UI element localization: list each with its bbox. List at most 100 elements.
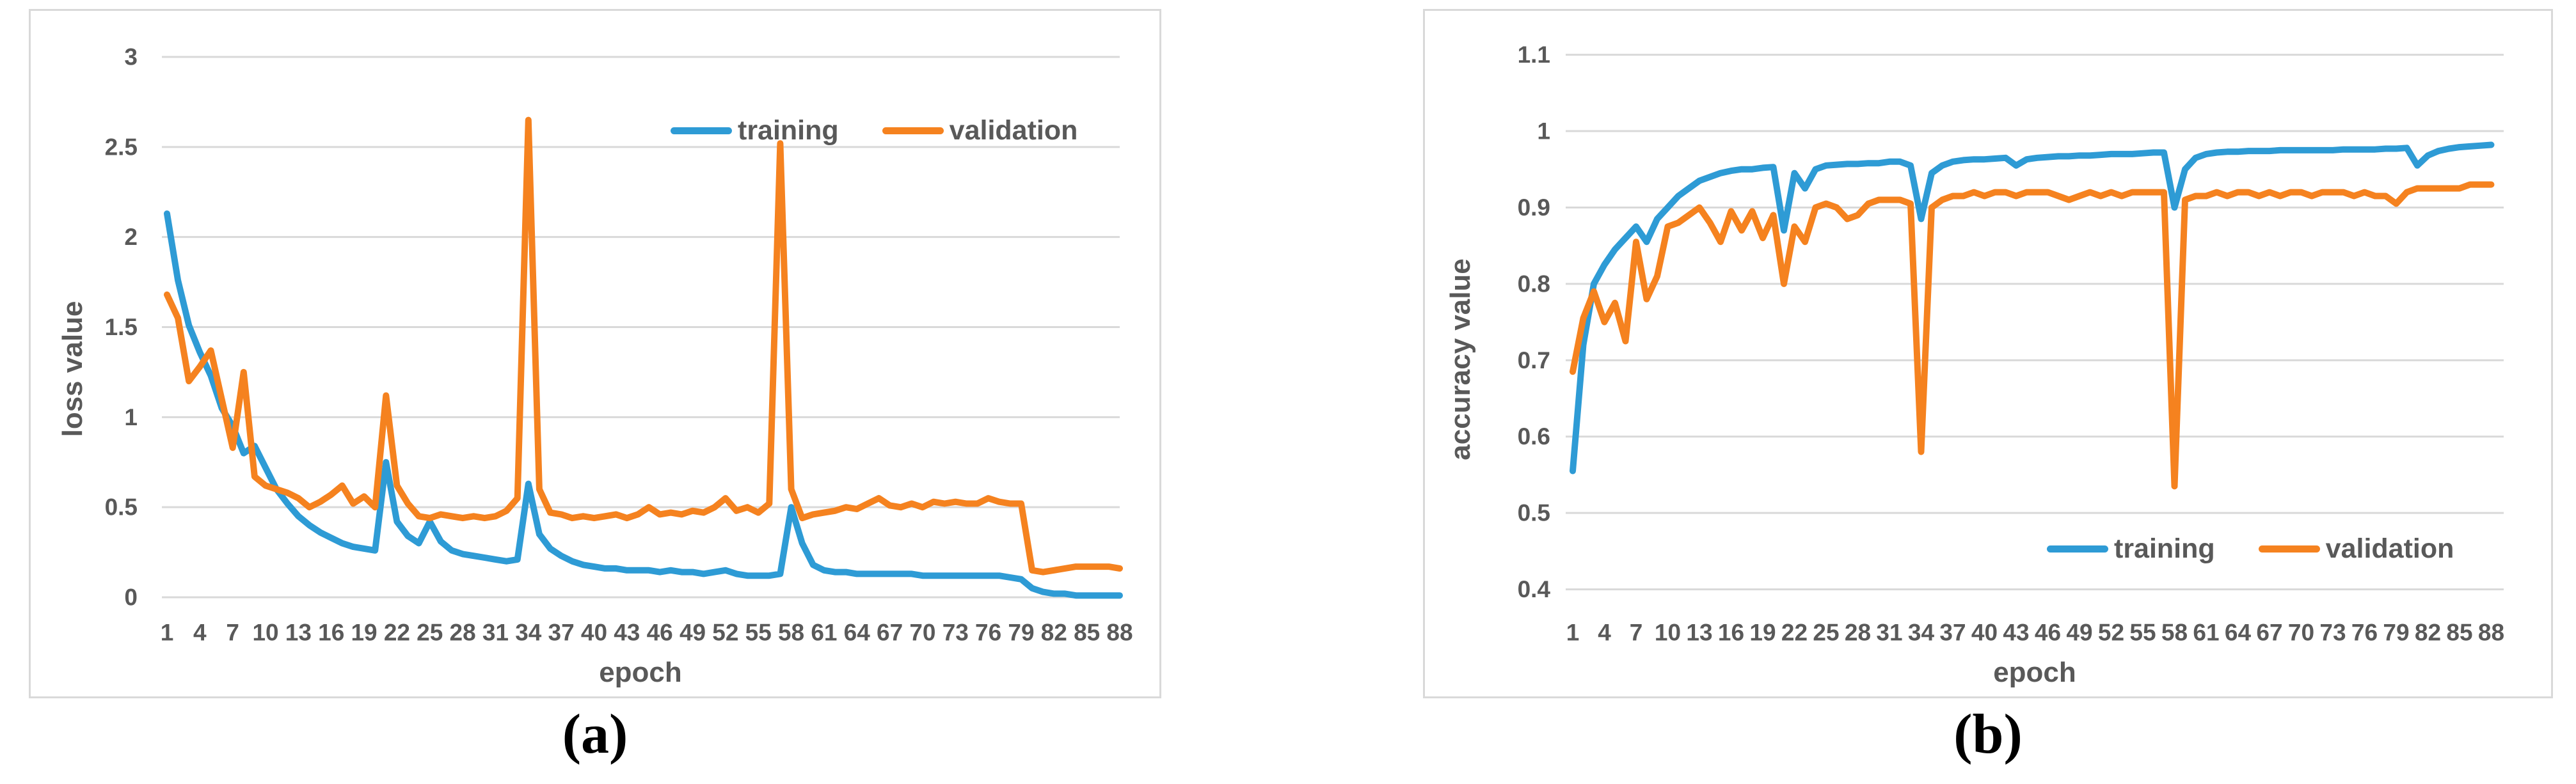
accuracy-y-axis-title: accuracy value <box>1445 258 1476 460</box>
x-tick-label: 13 <box>285 620 312 646</box>
x-tick-label: 76 <box>2351 620 2378 646</box>
x-tick-label: 25 <box>417 620 443 646</box>
x-tick-label: 1 <box>161 620 174 646</box>
x-tick-label: 61 <box>2193 620 2219 646</box>
x-tick-label: 70 <box>2288 620 2314 646</box>
x-tick-label: 16 <box>1718 620 1744 646</box>
accuracy-chart-plot: 1.110.90.80.70.60.50.41 4 7 10 13 16 19 22 25 28 3… <box>1518 42 2505 646</box>
x-tick-label: 82 <box>2415 620 2441 646</box>
x-tick-label: 4 <box>1598 620 1611 646</box>
x-tick-label: 73 <box>942 620 969 646</box>
legend-label-training: training <box>738 115 839 146</box>
y-tick-label: 0.8 <box>1518 270 1550 297</box>
validation-line-swatch <box>2258 545 2320 553</box>
training-line-swatch <box>2047 545 2108 553</box>
x-tick-label: 28 <box>1845 620 1871 646</box>
x-tick-label: 64 <box>844 620 871 646</box>
y-tick-label: 1 <box>124 404 138 430</box>
y-tick-label: 0.4 <box>1518 576 1551 602</box>
subfigure-caption-b: (b) <box>1953 703 2023 765</box>
legend-label-validation: validation <box>2325 533 2454 564</box>
validation-series-line <box>1570 181 2495 490</box>
x-tick-label: 73 <box>2319 620 2346 646</box>
x-tick-label: 58 <box>2161 620 2188 646</box>
x-tick-label: 61 <box>811 620 837 646</box>
x-tick-label: 40 <box>581 620 607 646</box>
legend-item-training: training <box>2047 535 2215 563</box>
x-tick-label: 55 <box>2129 620 2156 646</box>
x-tick-label: 64 <box>2225 620 2252 646</box>
x-tick-label: 49 <box>2066 620 2092 646</box>
y-tick-label: 2.5 <box>105 134 138 160</box>
x-tick-label: 88 <box>1106 620 1133 646</box>
x-tick-label: 13 <box>1686 620 1712 646</box>
x-tick-label: 79 <box>2383 620 2409 646</box>
x-tick-label: 1 <box>1566 620 1580 646</box>
x-tick-label: 46 <box>647 620 673 646</box>
x-tick-label: 7 <box>1630 620 1643 646</box>
y-tick-label: 1 <box>1537 118 1550 145</box>
y-tick-label: 2 <box>124 224 138 250</box>
x-tick-label: 37 <box>1939 620 1966 646</box>
loss-chart-panel: 3 2.5 2 1.5 1 0.5 0 1 4 7 10 13 16 19 22 25 28 31 34 37 40 43… <box>29 9 1161 698</box>
training-series-line <box>1570 141 2495 474</box>
x-tick-label: 28 <box>450 620 476 646</box>
loss-chart-legend: training validation <box>671 117 1077 145</box>
training-line-swatch <box>671 127 732 134</box>
x-tick-label: 88 <box>2478 620 2504 646</box>
y-tick-label: 3 <box>124 44 138 70</box>
loss-x-axis-title: epoch <box>599 657 682 688</box>
subfigure-caption-a: (a) <box>562 703 628 765</box>
x-tick-label: 10 <box>252 620 278 646</box>
y-tick-label: 0 <box>124 584 138 611</box>
x-tick-label: 70 <box>909 620 935 646</box>
x-tick-label: 67 <box>877 620 903 646</box>
x-tick-label: 55 <box>745 620 772 646</box>
validation-series-line <box>164 116 1123 576</box>
validation-line-swatch <box>882 127 944 134</box>
y-tick-label: 0.5 <box>1518 500 1550 526</box>
x-tick-label: 58 <box>778 620 804 646</box>
training-series-line <box>164 210 1123 599</box>
x-tick-label: 34 <box>1908 620 1935 646</box>
legend-label-validation: validation <box>949 115 1078 146</box>
legend-item-validation: validation <box>882 115 1078 146</box>
x-tick-label: 40 <box>1971 620 1998 646</box>
legend-label-training: training <box>2114 533 2215 564</box>
x-tick-label: 16 <box>318 620 344 646</box>
x-tick-label: 79 <box>1008 620 1034 646</box>
x-tick-label: 43 <box>2003 620 2029 646</box>
accuracy-chart-panel: 1.1 1 0.9 0.8 0.7 0.6 0.5 0.4 1 4 7 10 13 16 19 22 25 28 3… <box>1423 9 2553 698</box>
x-tick-label: 31 <box>1876 620 1902 646</box>
x-tick-label: 19 <box>1749 620 1776 646</box>
x-tick-label: 37 <box>548 620 575 646</box>
y-tick-label: 0.5 <box>105 494 138 521</box>
x-tick-label: 34 <box>515 620 542 646</box>
x-tick-label: 7 <box>226 620 239 646</box>
x-tick-label: 4 <box>193 620 207 646</box>
loss-chart-plot: 32.521.510.501 4 7 10 13 16 19 22 25 28 31 34 37 40 43… <box>105 44 1133 646</box>
x-tick-label: 22 <box>1781 620 1808 646</box>
y-tick-label: 0.7 <box>1518 347 1550 373</box>
y-tick-label: 0.9 <box>1518 194 1550 221</box>
legend-item-training: training <box>671 117 839 145</box>
y-tick-label: 1.5 <box>105 314 138 340</box>
x-tick-label: 46 <box>2035 620 2061 646</box>
x-tick-label: 25 <box>1813 620 1839 646</box>
y-tick-label: 1.1 <box>1518 42 1550 68</box>
x-tick-label: 31 <box>482 620 509 646</box>
x-tick-label: 22 <box>384 620 410 646</box>
x-tick-label: 82 <box>1041 620 1067 646</box>
loss-y-axis-title: loss value <box>57 301 88 437</box>
accuracy-chart-legend: training validation <box>2047 535 2454 563</box>
x-tick-label: 52 <box>2098 620 2124 646</box>
y-tick-label: 0.6 <box>1518 423 1550 450</box>
legend-item-validation: validation <box>2258 533 2454 564</box>
x-tick-label: 85 <box>1074 620 1100 646</box>
x-tick-label: 67 <box>2256 620 2282 646</box>
x-tick-label: 49 <box>680 620 706 646</box>
x-tick-label: 85 <box>2446 620 2472 646</box>
x-tick-label: 19 <box>351 620 377 646</box>
x-tick-label: 52 <box>712 620 738 646</box>
